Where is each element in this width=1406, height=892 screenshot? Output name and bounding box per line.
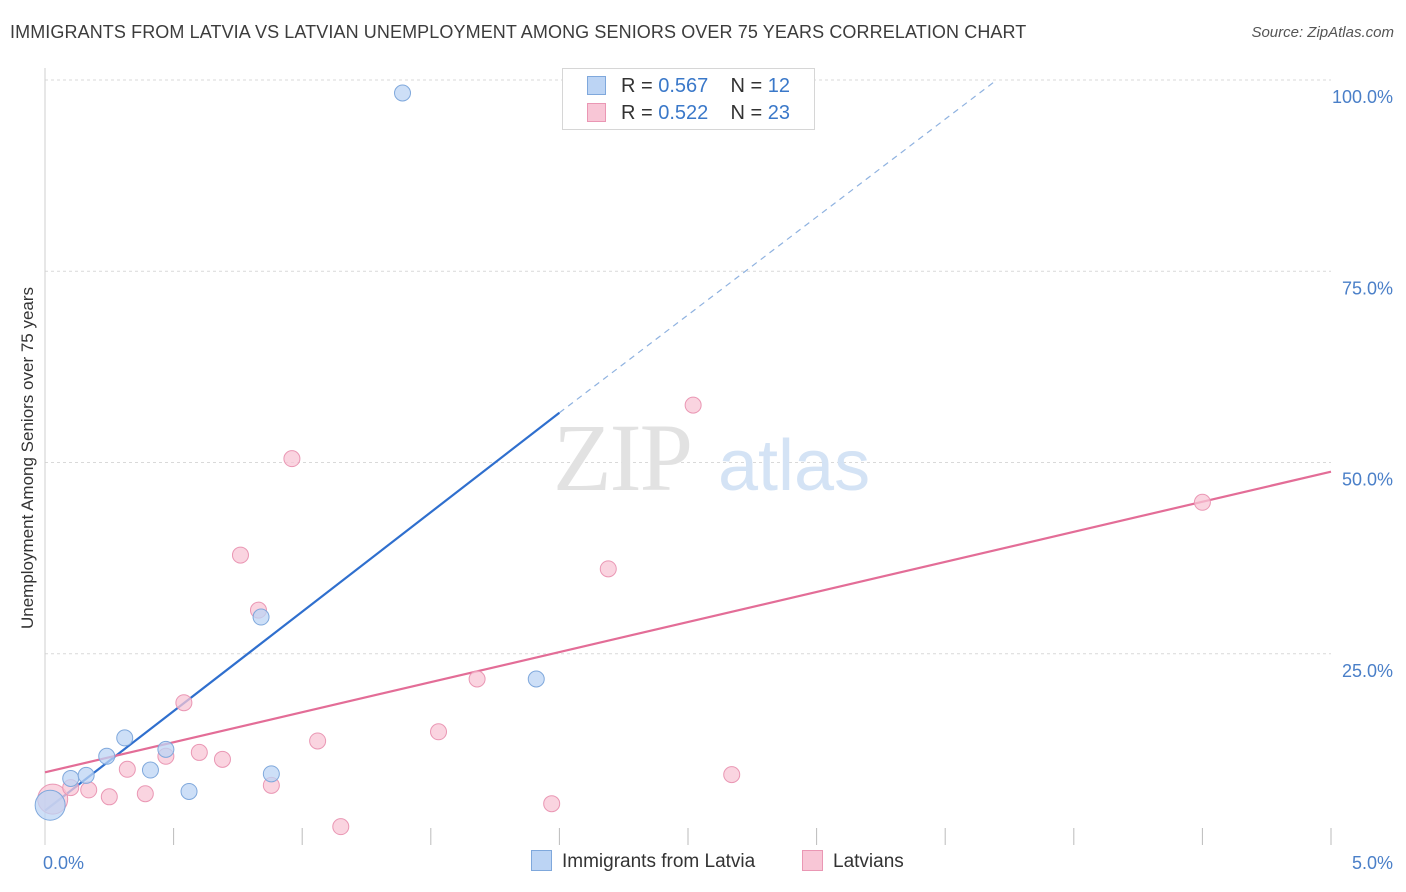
bottom-legend-swatch-blue <box>531 850 552 871</box>
axes-layer <box>44 68 1332 845</box>
point-latvians <box>213 750 231 768</box>
y-tick-label: 50.0% <box>1342 470 1393 490</box>
point-immigrants <box>34 789 66 821</box>
point-latvians <box>332 818 350 836</box>
point-immigrants <box>141 761 159 779</box>
stats-legend: R = 0.567 N = 12 R = 0.522 N = 23 <box>562 68 815 130</box>
point-latvians <box>118 760 136 778</box>
point-latvians <box>723 766 741 784</box>
source-label: Source: ZipAtlas.com <box>1251 24 1394 41</box>
point-latvians <box>468 670 486 688</box>
point-immigrants <box>62 769 80 787</box>
point-immigrants <box>98 747 116 765</box>
point-immigrants <box>77 766 95 784</box>
y-axis-label: Unemployment Among Seniors over 75 years <box>18 286 37 630</box>
legend-swatch-pink <box>587 103 606 122</box>
watermark-zip: ZIP <box>553 404 691 511</box>
x-tick-label: 0.0% <box>43 853 84 873</box>
legend-n-value: 23 <box>767 102 791 124</box>
point-immigrants <box>116 729 134 747</box>
point-latvians <box>684 396 702 414</box>
point-immigrants <box>180 782 198 800</box>
point-latvians <box>190 743 208 761</box>
bottom-legend-latvians: Latvians <box>802 850 904 873</box>
point-latvians <box>599 560 617 578</box>
legend-r-label: R = <box>621 102 653 124</box>
bottom-legend-immigrants: Immigrants from Latvia <box>531 850 755 873</box>
legend-n-label: N = <box>730 75 763 97</box>
legend-r-value: 0.522 <box>658 102 709 124</box>
trend-lines <box>44 79 1332 812</box>
legend-r-label: R = <box>621 75 653 97</box>
point-immigrants <box>262 765 280 783</box>
point-latvians <box>100 788 118 806</box>
chart-title: IMMIGRANTS FROM LATVIA VS LATVIAN UNEMPL… <box>10 22 1027 42</box>
point-latvians <box>283 450 301 468</box>
y-tick-label: 25.0% <box>1342 661 1393 681</box>
y-tick-label: 100.0% <box>1332 87 1393 107</box>
tick-labels: 25.0% 50.0% 75.0% 100.0% 0.0% 5.0% <box>43 87 1393 873</box>
bottom-legend-label-latvians: Latvians <box>833 851 904 872</box>
point-latvians <box>136 785 154 803</box>
legend-n-label: N = <box>730 102 763 124</box>
point-immigrants <box>394 84 412 102</box>
legend-stats-immigrants: R = 0.567 N = 12 <box>621 75 790 98</box>
point-latvians <box>80 781 98 799</box>
trend-line-immigrants-extension <box>559 79 998 414</box>
point-latvians <box>309 732 327 750</box>
legend-n-value: 12 <box>767 75 791 97</box>
grid-layer <box>45 79 1331 655</box>
point-latvians <box>543 795 561 813</box>
bottom-legend-label-immigrants: Immigrants from Latvia <box>562 851 756 872</box>
watermark-atlas: atlas <box>718 426 870 506</box>
legend-r-value: 0.567 <box>658 75 709 97</box>
point-immigrants <box>157 740 175 758</box>
data-points <box>34 84 1211 836</box>
point-latvians <box>231 546 249 564</box>
point-latvians <box>430 723 448 741</box>
x-tick-label: 5.0% <box>1352 853 1393 873</box>
point-immigrants <box>252 608 270 626</box>
point-immigrants <box>527 670 545 688</box>
y-tick-label: 75.0% <box>1342 278 1393 298</box>
trend-line-immigrants <box>44 411 561 812</box>
watermark: ZIP atlas <box>553 404 870 511</box>
trend-line-latvians <box>44 470 1332 774</box>
legend-stats-latvians: R = 0.522 N = 23 <box>621 102 790 125</box>
point-latvians <box>175 694 193 712</box>
bottom-legend-swatch-pink <box>802 850 823 871</box>
point-latvians <box>1193 493 1211 511</box>
legend-swatch-blue <box>587 76 606 95</box>
